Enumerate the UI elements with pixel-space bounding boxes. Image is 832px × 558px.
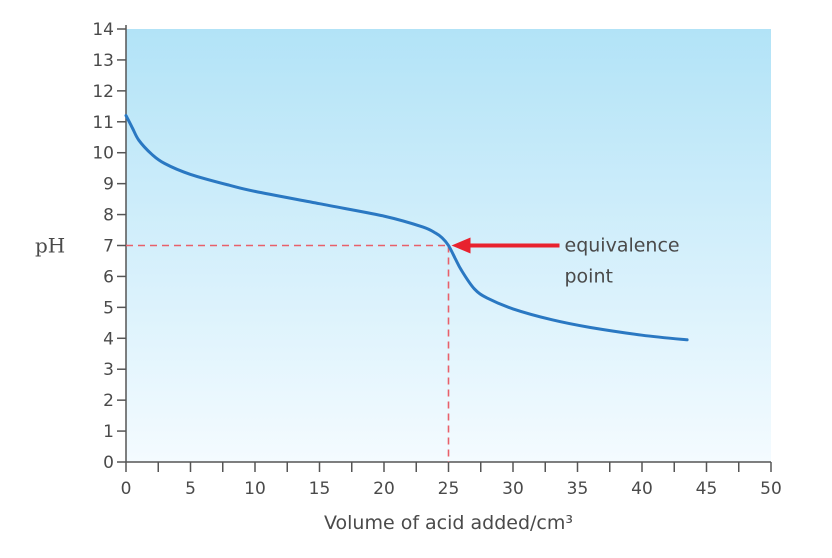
- x-tick-label: 30: [502, 479, 524, 499]
- y-tick-label: 14: [92, 20, 114, 40]
- x-tick-label: 5: [185, 479, 196, 499]
- ph-curve-line: [124, 114, 689, 342]
- x-tick-label: 35: [567, 479, 589, 499]
- y-axis-title: pH: [35, 234, 65, 258]
- annotation-label-line1: equivalence: [565, 235, 680, 257]
- annotation-label-line2: point: [565, 266, 613, 288]
- x-tick-label: 20: [373, 479, 395, 499]
- y-tick-label: 11: [92, 113, 114, 133]
- y-tick-label: 1: [103, 422, 114, 442]
- x-tick-label: 0: [121, 479, 132, 499]
- x-tick-label: 50: [760, 479, 782, 499]
- arrow-head: [451, 237, 471, 254]
- y-tick-label: 10: [92, 144, 114, 164]
- x-axis-ticks: 0 5 10 15 20 25 30 35 40 45 50: [121, 462, 782, 499]
- y-tick-label: 5: [103, 298, 114, 318]
- x-tick-label: 10: [244, 479, 266, 499]
- y-tick-label: 2: [103, 391, 114, 411]
- y-tick-label: 0: [103, 453, 114, 473]
- equivalence-arrow: [451, 237, 560, 254]
- y-tick-label: 3: [103, 360, 114, 380]
- y-tick-label: 6: [103, 267, 114, 287]
- y-tick-label: 7: [103, 237, 114, 257]
- y-tick-label: 8: [103, 206, 114, 226]
- y-tick-label: 13: [92, 51, 114, 71]
- y-tick-label: 9: [103, 175, 114, 195]
- x-tick-label: 15: [309, 479, 331, 499]
- x-tick-label: 45: [696, 479, 718, 499]
- y-tick-label: 4: [103, 329, 114, 349]
- x-tick-label: 40: [631, 479, 653, 499]
- x-axis-title: Volume of acid added/cm³: [324, 512, 573, 534]
- y-tick-label: 12: [92, 82, 114, 102]
- x-tick-label: 25: [438, 479, 460, 499]
